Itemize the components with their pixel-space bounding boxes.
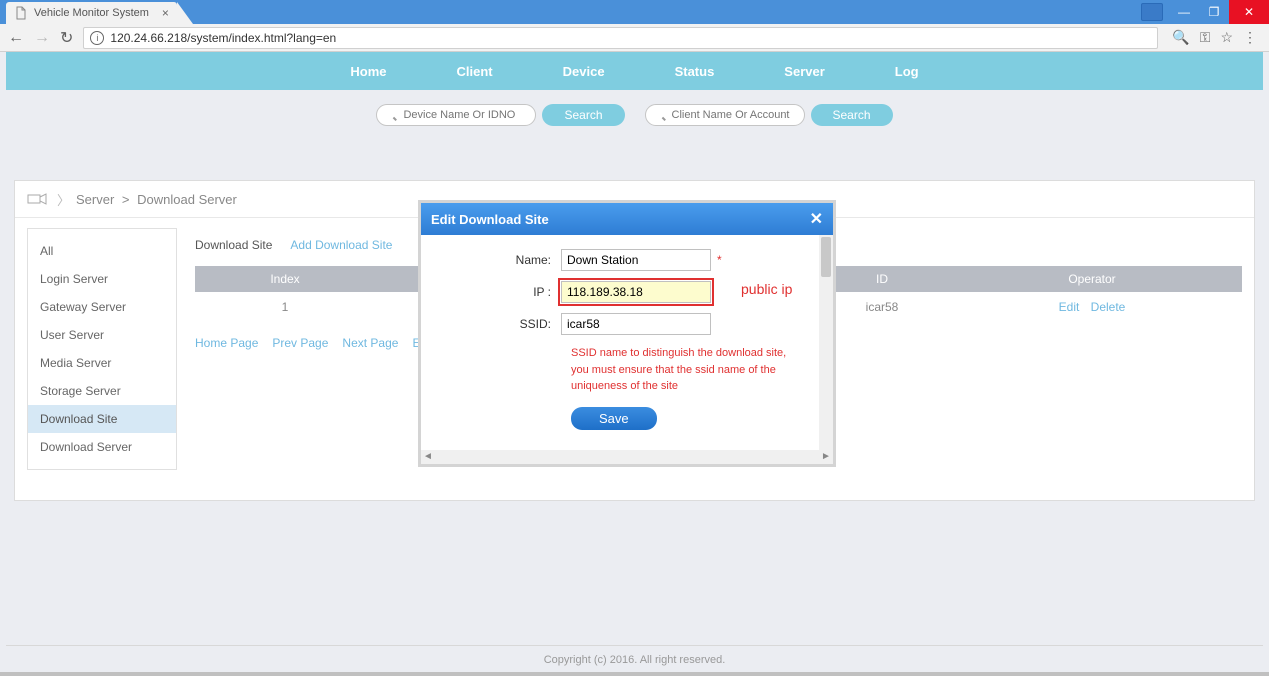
th-index: Index [195,266,375,292]
breadcrumb-icon [27,192,47,206]
subnav-add-download-site[interactable]: Add Download Site [290,238,392,252]
name-input[interactable] [561,249,711,271]
ip-input[interactable] [561,281,711,303]
required-mark: * [717,253,722,267]
device-search-group: Search [376,104,624,126]
ssid-input[interactable] [561,313,711,335]
ip-label: IP : [441,285,561,299]
taskbar [0,672,1269,676]
url-box[interactable]: i 120.24.66.218/system/index.html?lang=e… [83,27,1158,49]
pager-home[interactable]: Home Page [195,336,258,350]
client-search-input[interactable] [645,104,805,126]
h-scrollbar[interactable]: ◄► [421,450,833,464]
menu-icon[interactable]: ⋮ [1243,29,1257,46]
nav-server[interactable]: Server [784,64,824,79]
top-nav: Home Client Device Status Server Log [6,52,1263,90]
toolbar-icons: 🔍 ⚿ ☆ ⋮ [1168,29,1261,46]
site-info-icon[interactable]: i [90,31,104,45]
sidebar-item-user[interactable]: User Server [28,321,176,349]
th-operator: Operator [942,266,1242,292]
footer: Copyright (c) 2016. All right reserved. [6,645,1263,666]
user-icon[interactable] [1141,3,1163,21]
breadcrumb-parent[interactable]: Server [76,192,114,207]
modal-titlebar: Edit Download Site ✕ [421,203,833,235]
window-close-button[interactable]: ✕ [1229,0,1269,24]
sidebar: All Login Server Gateway Server User Ser… [27,228,177,470]
bookmark-icon[interactable]: ☆ [1220,29,1233,46]
ip-annotation: public ip [741,281,792,297]
client-search-group: Search [645,104,893,126]
url-text: 120.24.66.218/system/index.html?lang=en [110,31,336,45]
browser-titlebar: Vehicle Monitor System × — ❐ ✕ [0,0,1269,24]
nav-device[interactable]: Device [563,64,605,79]
subnav-download-site[interactable]: Download Site [195,238,272,252]
sidebar-item-all[interactable]: All [28,237,176,265]
maximize-button[interactable]: ❐ [1199,0,1229,24]
cell-id: icar58 [822,292,942,322]
nav-status[interactable]: Status [675,64,715,79]
search-bar: Search Search [0,90,1269,140]
sidebar-item-storage[interactable]: Storage Server [28,377,176,405]
save-button[interactable]: Save [571,407,657,430]
device-search-button[interactable]: Search [542,104,624,126]
edit-link[interactable]: Edit [1059,300,1080,314]
tab-shape [177,2,193,24]
address-bar: ← → ↻ i 120.24.66.218/system/index.html?… [0,24,1269,52]
forward-button[interactable]: → [34,29,50,47]
reload-button[interactable]: ↻ [60,28,73,48]
sidebar-item-download-site[interactable]: Download Site [28,405,176,433]
nav-log[interactable]: Log [895,64,919,79]
ssid-hint: SSID name to distinguish the download si… [571,345,801,395]
scrollbar-thumb[interactable] [821,237,831,277]
tab-close-icon[interactable]: × [162,6,169,20]
sidebar-item-download-server[interactable]: Download Server [28,433,176,461]
modal-close-icon[interactable]: ✕ [810,209,823,229]
pager-prev[interactable]: Prev Page [272,336,328,350]
th-id: ID [822,266,942,292]
nav-home[interactable]: Home [350,64,386,79]
breadcrumb-sep: 〉 [57,190,70,209]
sidebar-item-gateway[interactable]: Gateway Server [28,293,176,321]
client-search-button[interactable]: Search [811,104,893,126]
minimize-button[interactable]: — [1169,0,1199,24]
tab-title: Vehicle Monitor System [34,7,149,19]
page-content: Home Client Device Status Server Log Sea… [0,52,1269,676]
sidebar-item-media[interactable]: Media Server [28,349,176,377]
pager-next[interactable]: Next Page [342,336,398,350]
zoom-icon[interactable]: 🔍 [1172,29,1189,46]
nav-client[interactable]: Client [457,64,493,79]
file-icon [14,6,28,20]
window-controls: — ❐ ✕ [1141,0,1269,24]
delete-link[interactable]: Delete [1091,300,1126,314]
breadcrumb-current: Download Server [137,192,237,207]
name-label: Name: [441,253,561,267]
back-button[interactable]: ← [8,29,24,47]
key-icon[interactable]: ⚿ [1200,29,1211,46]
cell-index: 1 [195,292,375,322]
modal: Edit Download Site ✕ Name: * IP : public… [418,200,836,467]
ssid-label: SSID: [441,317,561,331]
device-search-input[interactable] [376,104,536,126]
browser-tab[interactable]: Vehicle Monitor System × [6,2,177,24]
sidebar-item-login[interactable]: Login Server [28,265,176,293]
modal-title-text: Edit Download Site [431,212,549,227]
modal-body: Name: * IP : public ip SSID: SSID name t… [421,235,833,450]
